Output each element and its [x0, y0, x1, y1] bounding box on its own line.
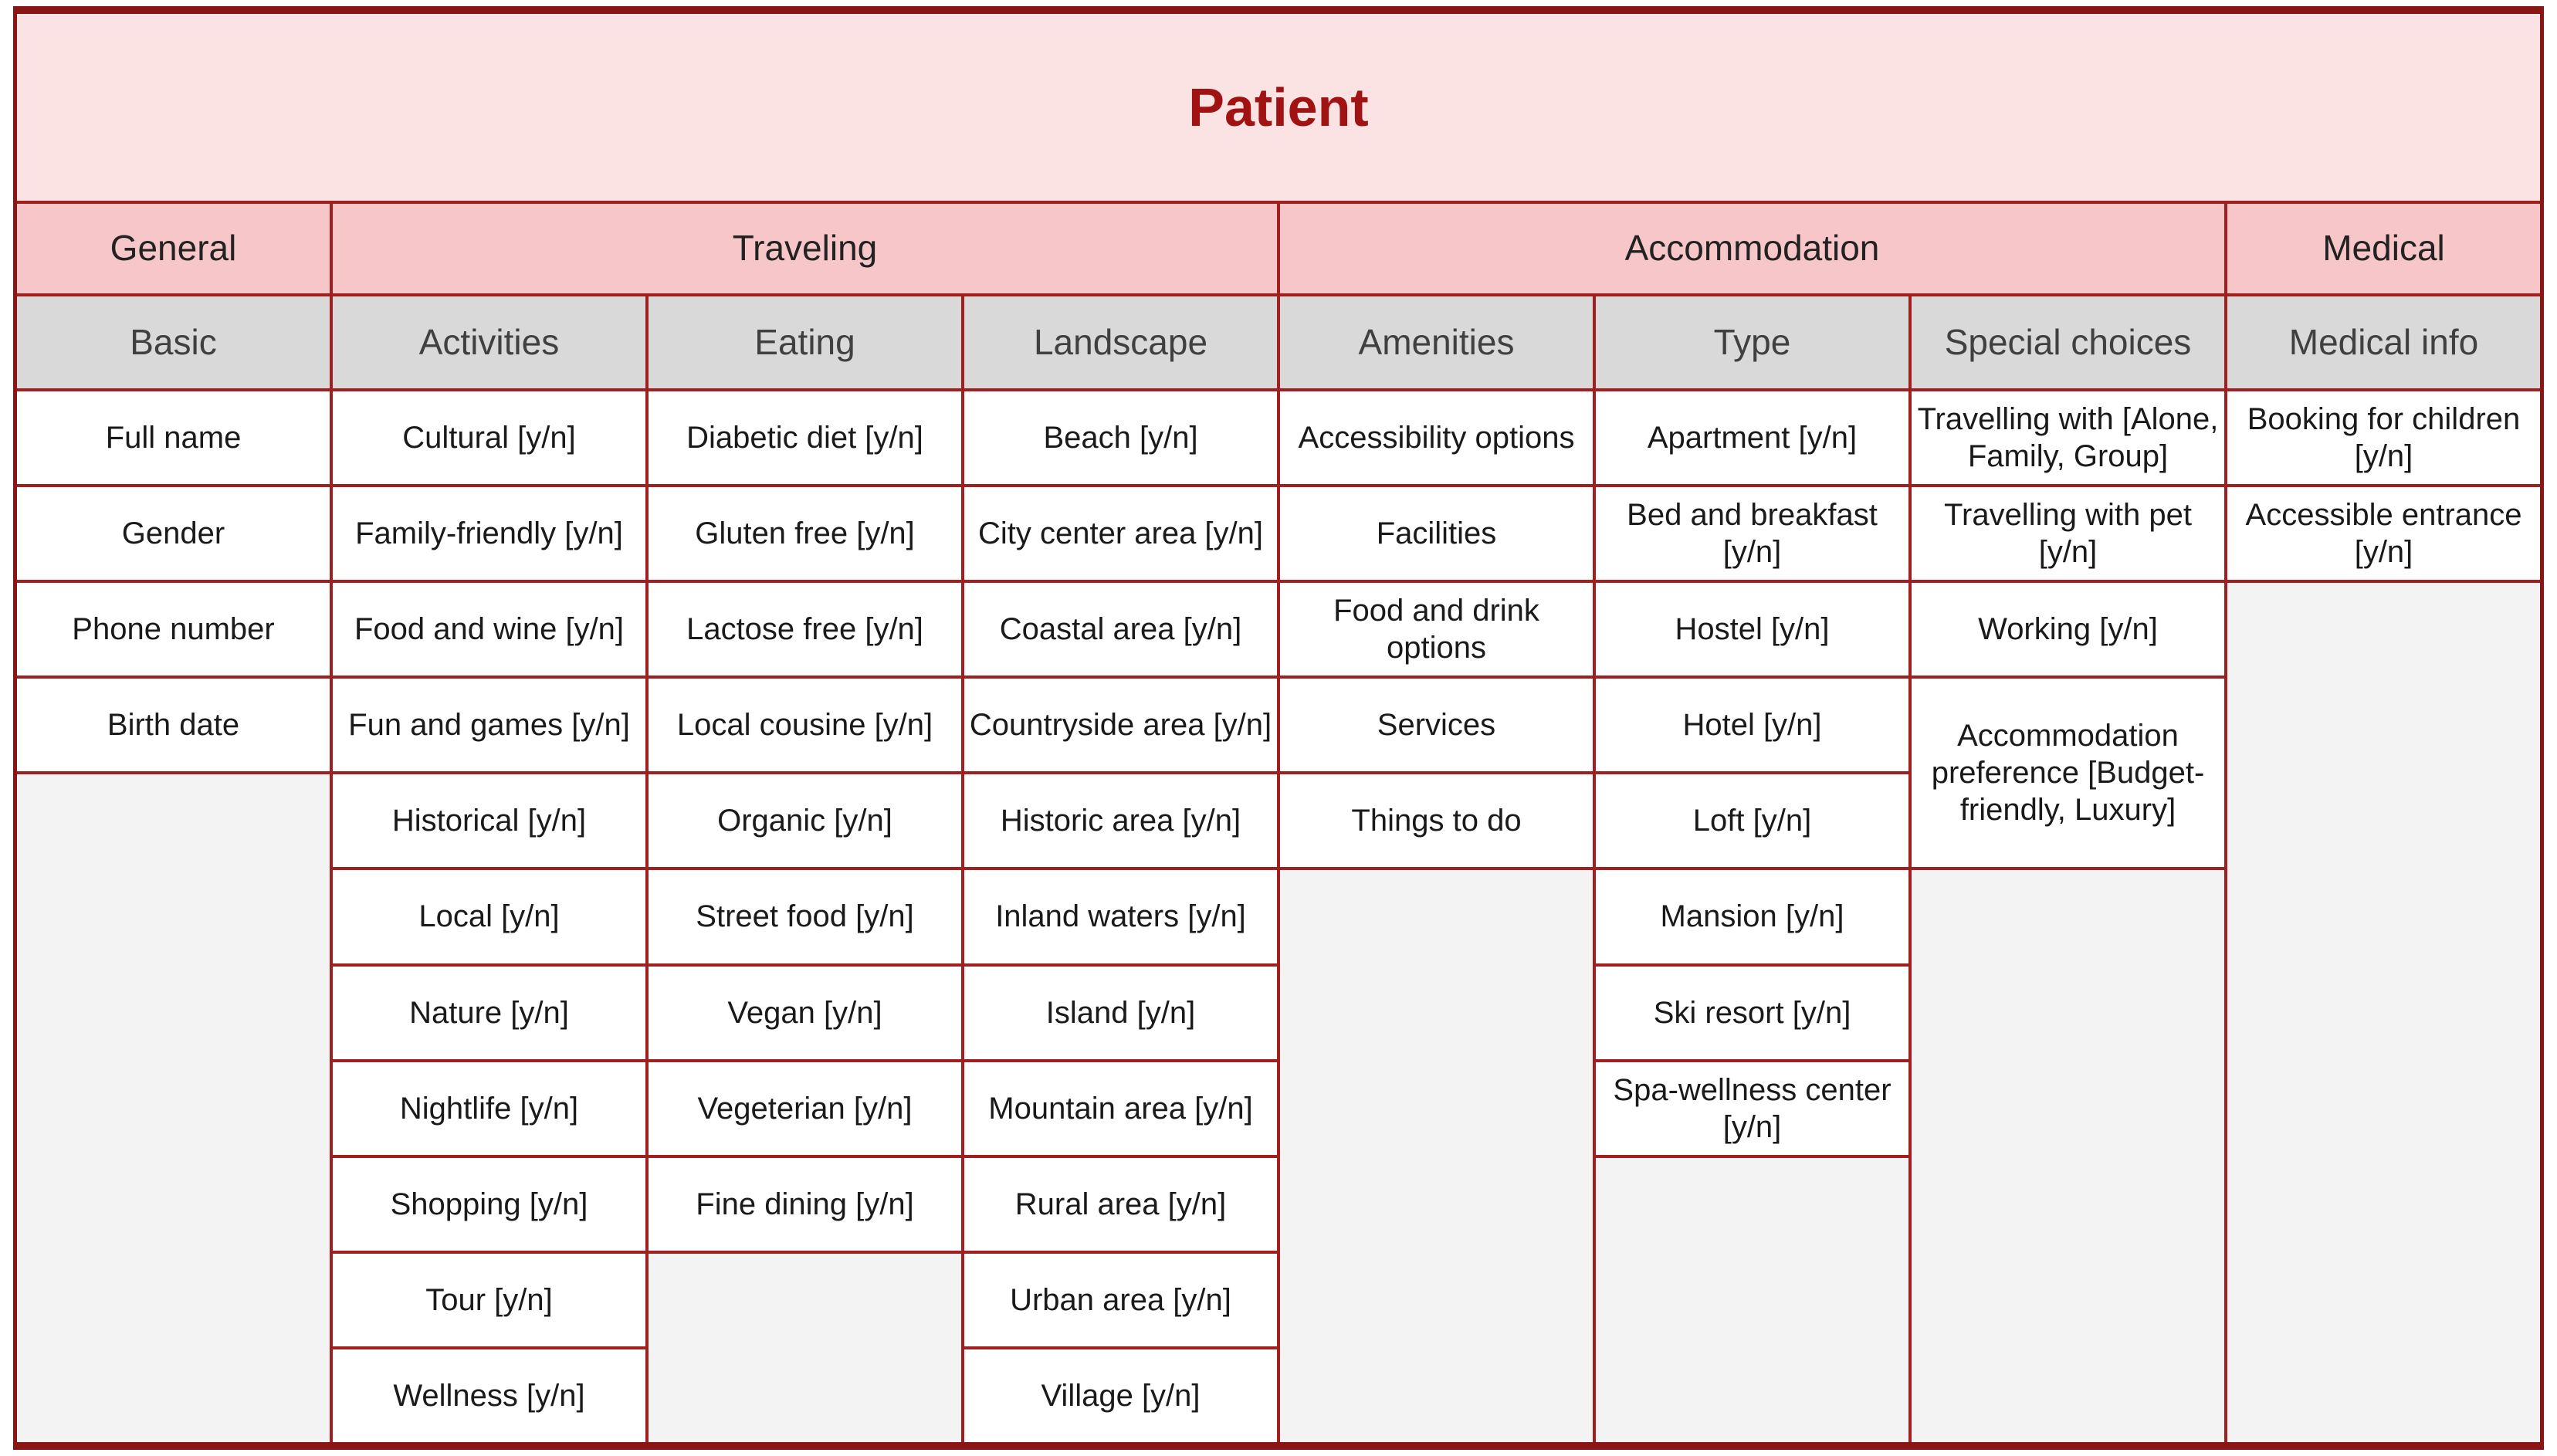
cell-eating-diabetic-diet: Diabetic diet [y/n] [649, 391, 961, 485]
cell-landscape-inland-waters: Inland waters [y/n] [964, 870, 1277, 963]
cell-basic-gender: Gender [17, 487, 330, 581]
cell-landscape-urban-area: Urban area [y/n] [964, 1253, 1277, 1346]
cell-eating-local-cousine: Local cousine [y/n] [649, 679, 961, 772]
empty-region-eating [649, 1253, 961, 1442]
cell-amenities-things-to-do: Things to do [1280, 774, 1593, 868]
empty-region-basic [17, 774, 330, 1442]
group-header-medical: Medical [2227, 204, 2540, 293]
cell-amenities-services: Services [1280, 679, 1593, 772]
cell-eating-lactose-free: Lactose free [y/n] [649, 583, 961, 676]
cell-amenities-accessibility-options: Accessibility options [1280, 391, 1593, 485]
cell-basic-phone-number: Phone number [17, 583, 330, 676]
column-header-basic: Basic [17, 296, 330, 388]
cell-activities-shopping: Shopping [y/n] [333, 1157, 645, 1251]
group-header-accommodation: Accommodation [1280, 204, 2224, 293]
cell-amenities-facilities: Facilities [1280, 487, 1593, 581]
cell-activities-fun-and-games: Fun and games [y/n] [333, 679, 645, 772]
empty-region-amenities [1280, 870, 1593, 1442]
cell-special-working: Working [y/n] [1912, 583, 2224, 676]
empty-region-type [1596, 1157, 1908, 1442]
cell-eating-gluten-free: Gluten free [y/n] [649, 487, 961, 581]
column-header-special-choices: Special choices [1912, 296, 2224, 388]
cell-type-ski-resort: Ski resort [y/n] [1596, 966, 1908, 1059]
cell-eating-vegeterian: Vegeterian [y/n] [649, 1062, 961, 1155]
cell-type-hotel: Hotel [y/n] [1596, 679, 1908, 772]
cell-landscape-island: Island [y/n] [964, 966, 1277, 1059]
column-header-amenities: Amenities [1280, 296, 1593, 388]
cell-activities-nature: Nature [y/n] [333, 966, 645, 1059]
cell-landscape-city-center-area: City center area [y/n] [964, 487, 1277, 581]
cell-basic-full-name: Full name [17, 391, 330, 485]
patient-entity-table: Patient General Traveling Accommodation … [13, 6, 2544, 1450]
cell-landscape-countryside-area: Countryside area [y/n] [964, 679, 1277, 772]
cell-activities-wellness: Wellness [y/n] [333, 1349, 645, 1442]
cell-eating-fine-dining: Fine dining [y/n] [649, 1157, 961, 1251]
cell-type-loft: Loft [y/n] [1596, 774, 1908, 868]
column-header-eating: Eating [649, 296, 961, 388]
cell-medical-accessible-entrance: Accessible entrance [y/n] [2227, 487, 2540, 581]
column-header-type: Type [1596, 296, 1908, 388]
cell-eating-vegan: Vegan [y/n] [649, 966, 961, 1059]
column-header-medical-info: Medical info [2227, 296, 2540, 388]
cell-activities-local: Local [y/n] [333, 870, 645, 963]
cell-activities-food-and-wine: Food and wine [y/n] [333, 583, 645, 676]
cell-eating-street-food: Street food [y/n] [649, 870, 961, 963]
empty-region-medical-info [2227, 583, 2540, 1442]
cell-activities-historical: Historical [y/n] [333, 774, 645, 868]
entity-title: Patient [17, 14, 2540, 201]
cell-activities-nightlife: Nightlife [y/n] [333, 1062, 645, 1155]
cell-basic-birth-date: Birth date [17, 679, 330, 772]
group-header-general: General [17, 204, 330, 293]
cell-landscape-rural-area: Rural area [y/n] [964, 1157, 1277, 1251]
cell-special-travelling-with: Travelling with [Alone, Family, Group] [1912, 391, 2224, 485]
cell-type-spa-wellness-center: Spa-wellness center [y/n] [1596, 1062, 1908, 1155]
cell-landscape-historic-area: Historic area [y/n] [964, 774, 1277, 868]
cell-type-apartment: Apartment [y/n] [1596, 391, 1908, 485]
cell-landscape-coastal-area: Coastal area [y/n] [964, 583, 1277, 676]
cell-eating-organic: Organic [y/n] [649, 774, 961, 868]
cell-landscape-village: Village [y/n] [964, 1349, 1277, 1442]
cell-medical-booking-for-children: Booking for children [y/n] [2227, 391, 2540, 485]
cell-type-bed-and-breakfast: Bed and breakfast [y/n] [1596, 487, 1908, 581]
cell-activities-cultural: Cultural [y/n] [333, 391, 645, 485]
cell-special-accommodation-preference: Accommodation preference [Budget-friendl… [1912, 679, 2224, 868]
column-header-activities: Activities [333, 296, 645, 388]
cell-activities-family-friendly: Family-friendly [y/n] [333, 487, 645, 581]
cell-type-hostel: Hostel [y/n] [1596, 583, 1908, 676]
cell-special-travelling-with-pet: Travelling with pet [y/n] [1912, 487, 2224, 581]
cell-type-mansion: Mansion [y/n] [1596, 870, 1908, 963]
cell-activities-tour: Tour [y/n] [333, 1253, 645, 1346]
cell-landscape-mountain-area: Mountain area [y/n] [964, 1062, 1277, 1155]
cell-landscape-beach: Beach [y/n] [964, 391, 1277, 485]
group-header-traveling: Traveling [333, 204, 1277, 293]
cell-amenities-food-and-drink-options: Food and drink options [1280, 583, 1593, 676]
column-header-landscape: Landscape [964, 296, 1277, 388]
empty-region-special-choices [1912, 870, 2224, 1442]
